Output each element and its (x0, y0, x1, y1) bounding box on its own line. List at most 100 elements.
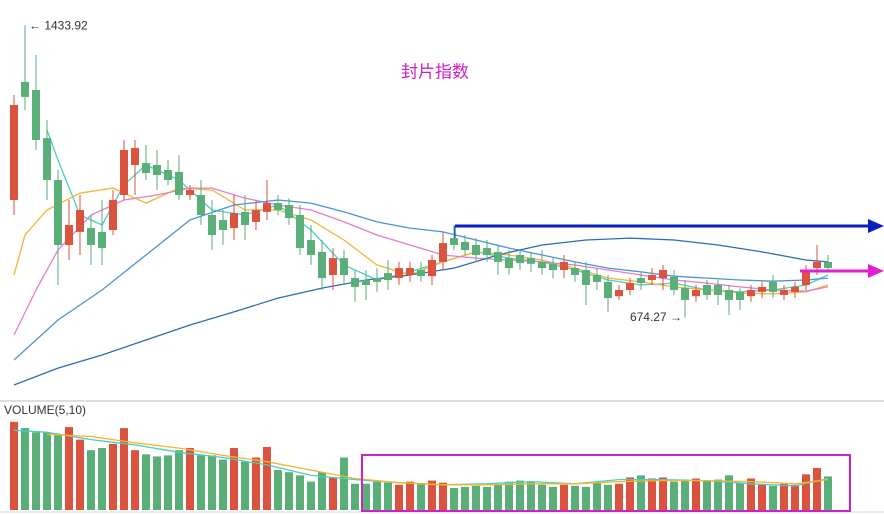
volume-bar (494, 484, 502, 510)
candle-body (417, 270, 425, 277)
volume-bar (54, 435, 62, 510)
volume-bar (780, 483, 788, 510)
candle-body (10, 105, 18, 200)
moving-average-line (13, 187, 829, 336)
candle-body (439, 243, 447, 262)
volume-bar (802, 474, 810, 510)
candle-body (406, 268, 414, 275)
moving-average-line (13, 199, 829, 361)
volume-bar (417, 483, 425, 510)
candle-body (505, 258, 513, 269)
volume-bar (340, 457, 348, 510)
volume-bar (549, 486, 557, 510)
volume-bar (483, 486, 491, 510)
candle-body (549, 263, 557, 270)
volume-bar (186, 448, 194, 510)
candle-body (329, 258, 337, 275)
candle-body (494, 251, 502, 262)
candle-body (109, 200, 117, 230)
candle-body (736, 291, 744, 300)
candle-body (802, 270, 810, 285)
candle-body (362, 280, 370, 285)
candle-body (263, 203, 271, 212)
candle-body (186, 190, 194, 195)
min-label: 674.27 → (630, 310, 682, 324)
volume-bar (307, 481, 315, 510)
candle-body (351, 278, 359, 287)
volume-bar (329, 477, 337, 510)
volume-bar (296, 475, 304, 510)
volume-bar (538, 484, 546, 510)
volume-bar (406, 481, 414, 510)
candle-body (538, 261, 546, 269)
volume-bar (692, 478, 700, 510)
candle-body (208, 215, 216, 235)
chart-title: 封片指数 (401, 62, 469, 81)
volume-bar (175, 450, 183, 510)
annotations (361, 219, 884, 512)
volume-bar (208, 455, 216, 510)
candle-body (637, 278, 645, 284)
candle-body (571, 268, 579, 275)
candle-body (604, 281, 612, 299)
volume-bar (395, 484, 403, 510)
candle-body (560, 261, 568, 270)
candle-body (758, 286, 766, 292)
candle-body (648, 275, 656, 280)
volume-bar (230, 448, 238, 510)
candle-body (153, 165, 161, 175)
candle-body (131, 148, 139, 165)
candle-body (197, 195, 205, 215)
volume-bar (758, 484, 766, 510)
candle-body (714, 285, 722, 295)
candle-body (54, 180, 62, 245)
candle-body (219, 220, 227, 230)
volume-bar (648, 478, 656, 510)
highlight-box (361, 454, 851, 512)
volume-bar (725, 475, 733, 510)
volume-bar (813, 468, 821, 510)
candle-body (65, 225, 73, 245)
volume-bar (98, 448, 106, 510)
candle-body (703, 285, 711, 295)
volume-bar (714, 479, 722, 510)
volume-bar (21, 428, 29, 510)
max-label: ← 1433.92 (29, 19, 88, 33)
candle-body (615, 290, 623, 297)
volume-bar (593, 482, 601, 510)
candle-body (582, 270, 590, 285)
volume-bar (362, 483, 370, 510)
arrow-head (868, 219, 884, 233)
candle-body (769, 281, 777, 292)
volume-bar (439, 482, 447, 510)
candle-body (483, 248, 491, 255)
volume-bar (428, 480, 436, 510)
volume-bar (769, 485, 777, 510)
volume-bar (131, 450, 139, 510)
candle-body (659, 270, 667, 279)
volume-bar (120, 428, 128, 510)
candle-body (98, 231, 106, 249)
candle-body (472, 245, 480, 255)
candle-body (164, 170, 172, 180)
candle-body (318, 251, 326, 279)
volume-bar (571, 485, 579, 510)
volume-bar (142, 454, 150, 510)
candle-body (593, 275, 601, 282)
candle-body (296, 215, 304, 249)
volume-bar (659, 477, 667, 510)
candle-body (692, 290, 700, 297)
volume-bar (263, 447, 271, 510)
volume-bar (527, 481, 535, 510)
volume-bar (32, 432, 40, 510)
volume-title: VOLUME(5,10) (4, 403, 86, 417)
volume-bar (76, 439, 84, 510)
volume-bar (109, 443, 117, 510)
candle-body (461, 241, 469, 250)
volume-bar (164, 455, 172, 510)
candle-body (450, 238, 458, 245)
volume-bar (252, 457, 260, 510)
candle-body (428, 260, 436, 277)
